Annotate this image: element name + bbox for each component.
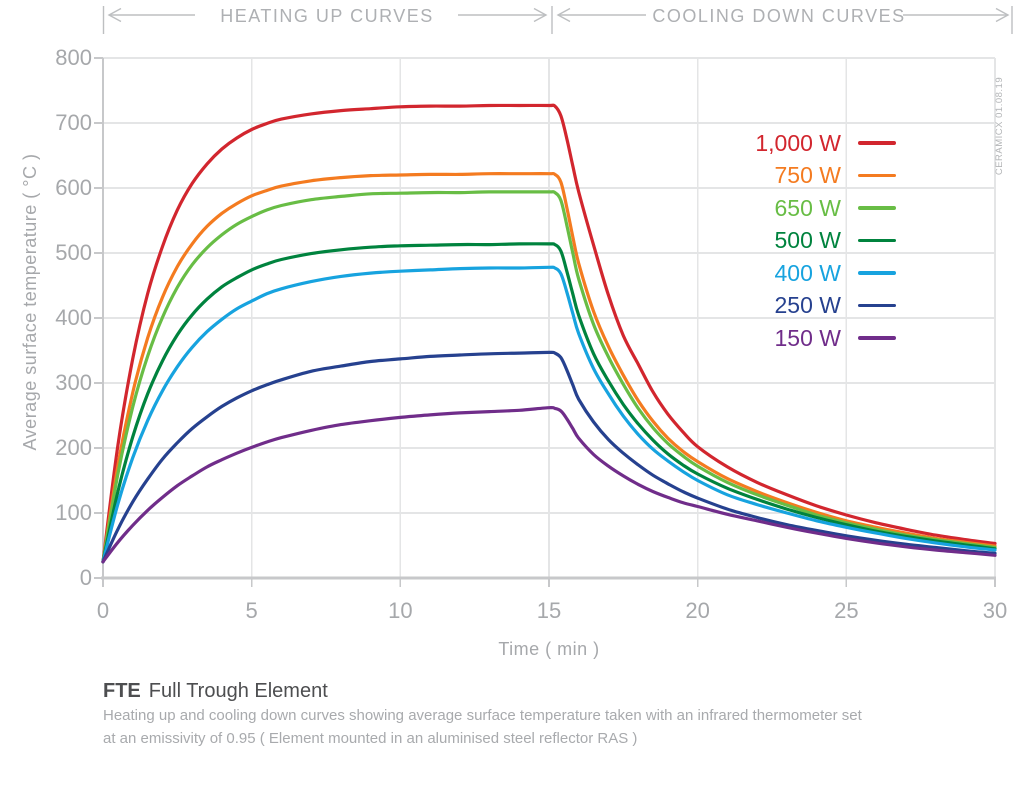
x-tick-label-10: 10 [388,598,413,623]
curve-500-w [101,242,997,564]
legend-line-swatch [858,303,896,308]
heating-right-arrow [458,7,548,23]
product-name: Full Trough Element [148,680,328,702]
cooling-right-arrow [903,7,1010,23]
x-tick-label-0: 0 [96,598,110,623]
y-tick-label-300: 300 [55,370,92,395]
temperature-curves [101,103,997,564]
curve-650-w [101,190,997,564]
legend-item-150-w: 150 W [620,322,896,355]
curve-750-w [101,171,997,564]
chart-footer: FTE Full Trough Element Heating up and co… [103,678,983,750]
legend-label: 150 W [774,324,841,351]
chart-description-line-2: at an emissivity of 0.95 ( Element mount… [103,730,638,747]
y-tick-label-600: 600 [55,175,92,200]
legend-line-swatch [858,336,896,340]
legend-item-750-w: 750 W [620,159,896,192]
legend-label: 1,000 W [755,129,841,156]
header-decoration [102,6,1013,34]
product-title: FTE Full Trough Element [103,678,983,704]
legend-label: 500 W [774,227,841,253]
watermark: CERAMICX 01.08.19 [994,76,1005,176]
chart-description-line-1: Heating up and cooling down curves showi… [103,707,862,724]
x-tick-label-30: 30 [982,598,1008,623]
x-tick-label-15: 15 [536,598,562,623]
x-tick-label-25: 25 [834,598,859,623]
legend-line-swatch [858,173,896,178]
heating-left-arrow [107,7,195,23]
cooling-left-arrow [556,7,646,23]
legend-line-swatch [858,271,896,275]
legend-label: 250 W [774,292,841,318]
y-tick-label-400: 400 [55,305,92,330]
x-tick-label-5: 5 [245,598,258,623]
legend-label: 650 W [774,194,841,221]
y-tick-label-500: 500 [55,240,92,265]
legend-item-500-w: 500 W [620,224,896,257]
x-axis-title: Time ( min ) [498,639,600,659]
product-code: FTE [103,680,141,702]
y-tick-label-0: 0 [79,565,92,590]
legend-item-250-w: 250 W [620,289,896,322]
x-tick-label-20: 20 [685,598,710,623]
legend-line-swatch [858,206,896,210]
legend-item-400-w: 400 W [620,257,896,290]
section-title-cooling: COOLING DOWN CURVES [652,6,906,26]
grid-lines [103,57,996,578]
legend-item-1-000-w: 1,000 W [620,127,896,160]
legend-label: 750 W [774,162,841,188]
curve-250-w [101,350,997,564]
curve-400-w [101,265,997,564]
y-tick-label-100: 100 [55,500,92,525]
y-tick-label-200: 200 [55,435,92,460]
y-tick-label-800: 800 [55,45,92,70]
curve-1-000-w [101,103,997,564]
legend-line-swatch [858,238,896,243]
legend-line-swatch [858,141,896,145]
curve-150-w [101,405,997,564]
section-title-heating: HEATING UP CURVES [220,6,434,26]
legend-item-650-w: 650 W [620,192,896,225]
y-axis-title: Average surface temperature ( °C ) [20,153,40,451]
axes [94,57,996,587]
y-tick-label-700: 700 [55,110,92,135]
legend-label: 400 W [774,259,841,286]
